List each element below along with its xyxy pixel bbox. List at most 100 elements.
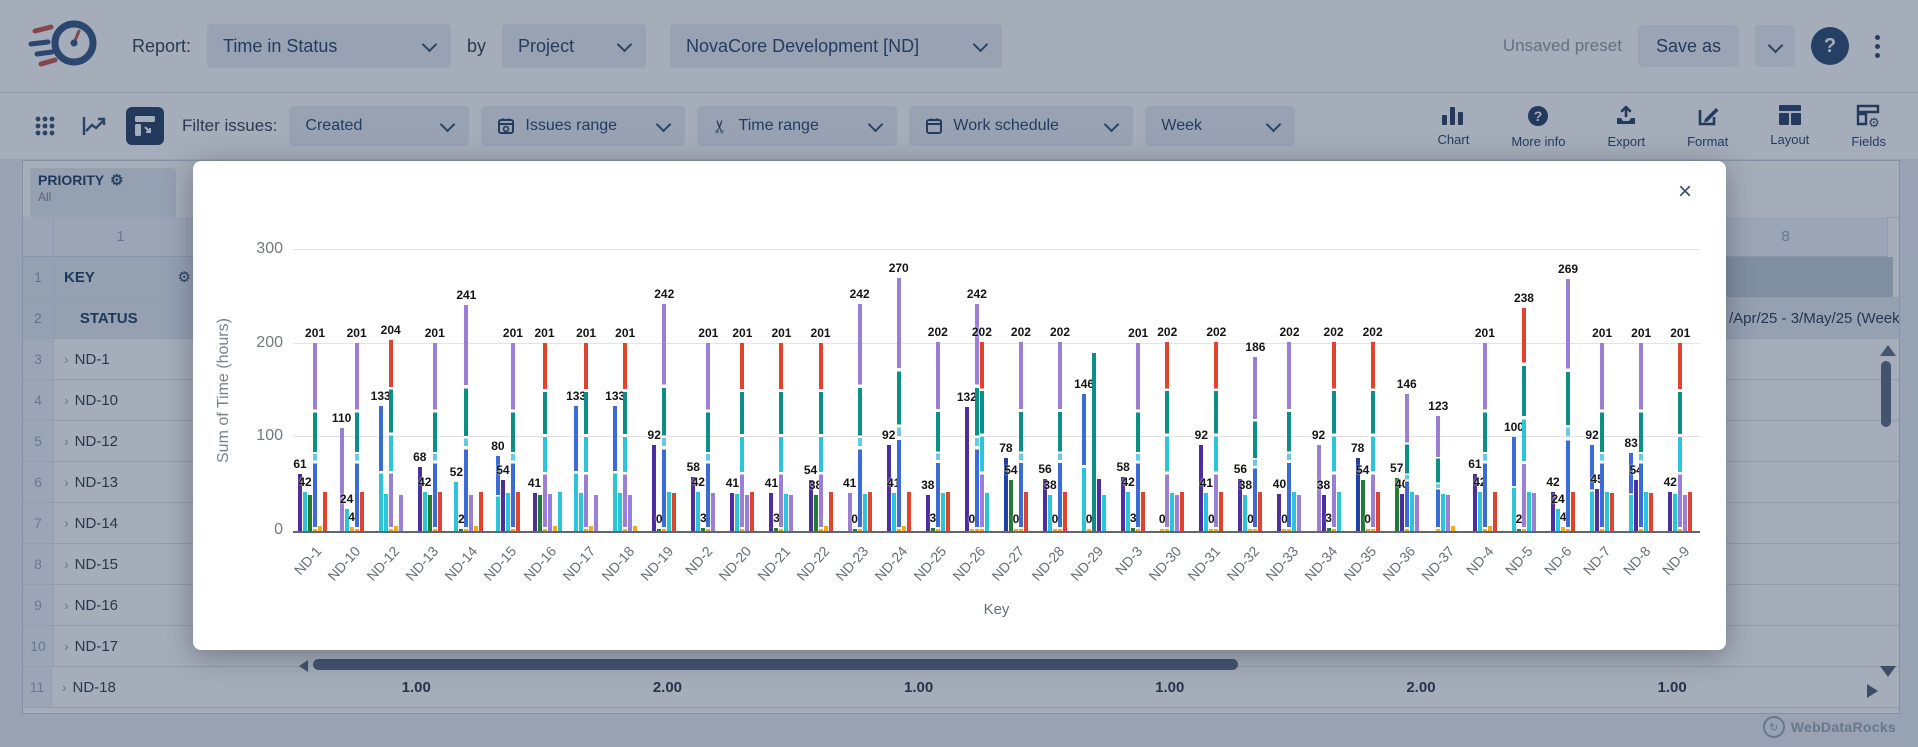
- bar: [1180, 492, 1184, 531]
- x-tick: ND-37: [1426, 539, 1465, 593]
- bar: [1441, 494, 1445, 531]
- bar-value-label: 241: [456, 288, 476, 302]
- bar: [711, 493, 715, 531]
- bar-value-label: 242: [850, 287, 870, 301]
- bar-value-label: 202: [928, 325, 948, 339]
- bar: 202: [1332, 342, 1336, 531]
- bar: 0: [970, 529, 974, 531]
- bar: 242: [858, 304, 862, 531]
- bar: 270: [897, 278, 901, 531]
- x-tick: ND-30: [1153, 539, 1192, 593]
- bar: 201: [584, 343, 588, 531]
- bar-value-label: 61: [1468, 457, 1481, 471]
- bar-value-label: 41: [843, 476, 856, 490]
- bar-value-label: 42: [692, 475, 705, 489]
- bar-value-label: 54: [1356, 463, 1369, 477]
- x-tick: ND-3: [1114, 539, 1153, 593]
- bar: [745, 495, 749, 531]
- bar: 3: [774, 528, 778, 531]
- bar: 42: [1668, 492, 1672, 531]
- y-tick-label: 200: [243, 334, 283, 352]
- bar: 201: [819, 343, 823, 531]
- bar: [1092, 353, 1096, 531]
- bar-group-ND-14: 522241: [449, 250, 488, 531]
- bar-value-label: 201: [1128, 326, 1148, 340]
- bar: [438, 492, 442, 531]
- x-tick-label: ND-1: [291, 543, 325, 578]
- bar: [789, 495, 793, 531]
- bar: 41: [533, 493, 537, 531]
- bar-group-ND-16: 41201: [527, 250, 566, 531]
- bar-value-label: 201: [1592, 326, 1612, 340]
- x-tick: ND-16: [527, 539, 566, 593]
- bar-value-label: 56: [1234, 462, 1247, 476]
- bar-group-ND-36: 5740146: [1387, 250, 1426, 531]
- bar-value-label: 133: [566, 389, 586, 403]
- bar-value-label: 42: [298, 475, 311, 489]
- bar-value-label: 201: [732, 326, 752, 340]
- bar-value-label: 238: [1514, 291, 1534, 305]
- bar: [384, 494, 388, 531]
- bar-value-label: 92: [1312, 428, 1325, 442]
- bar-value-label: 38: [1317, 478, 1330, 492]
- bar: 123: [1436, 416, 1440, 531]
- bar: [1097, 479, 1101, 531]
- bar: 201: [355, 343, 359, 531]
- bar-value-label: 186: [1245, 340, 1265, 354]
- bar-value-label: 270: [889, 261, 909, 275]
- bar-value-label: 54: [804, 463, 817, 477]
- bar: [824, 526, 828, 531]
- bar-value-label: 133: [605, 389, 625, 403]
- bar: [1649, 493, 1653, 531]
- bar: [479, 492, 483, 531]
- bar: 0: [1209, 529, 1213, 531]
- bar-value-label: 202: [1324, 325, 1344, 339]
- bar-group-ND-33: 400202: [1270, 250, 1309, 531]
- x-tick-label: ND-3: [1111, 543, 1145, 578]
- bar: [579, 493, 583, 531]
- bar: 146: [1405, 394, 1409, 531]
- bar-group-ND-7: 9245201: [1583, 250, 1622, 531]
- bar-value-label: 110: [332, 411, 351, 425]
- bar: [1688, 492, 1692, 531]
- bar: [633, 526, 637, 531]
- x-tick: ND-29: [1075, 539, 1114, 593]
- bar: 133: [379, 406, 383, 531]
- bar: 54: [501, 480, 505, 531]
- bar: [1488, 526, 1492, 531]
- bar-group-ND-21: 413201: [762, 250, 801, 531]
- bar: [985, 493, 989, 531]
- bar-group-ND-29: 1460: [1075, 250, 1114, 531]
- bar: [1337, 492, 1341, 531]
- bar-value-label: 201: [425, 326, 445, 340]
- bar: 201: [740, 343, 744, 531]
- bar: [1571, 492, 1575, 531]
- bar: [1527, 492, 1531, 531]
- bar: [829, 492, 833, 531]
- bar-value-label: 41: [528, 476, 541, 490]
- bar-group-ND-2: 58423201: [684, 250, 723, 531]
- bar: 41: [892, 493, 896, 531]
- bar-group-ND-10: 110244201: [332, 250, 371, 531]
- bar-value-label: 201: [615, 326, 635, 340]
- bar: 41: [730, 493, 734, 531]
- x-tick: ND-14: [449, 539, 488, 593]
- bar: [1610, 493, 1614, 531]
- bar: [863, 494, 867, 531]
- bar: 3: [701, 528, 705, 531]
- bar: [1297, 495, 1301, 531]
- x-tick: ND-12: [371, 539, 410, 593]
- bar: [594, 495, 598, 531]
- bar: 202: [1214, 342, 1218, 531]
- bar-group-ND-18: 133 201: [606, 250, 645, 531]
- bar: [941, 493, 945, 531]
- bar: [538, 495, 542, 531]
- bar-group-ND-32: 56380186: [1231, 250, 1270, 531]
- bar: 202: [1165, 342, 1169, 531]
- bar-group-ND-3: 58423201: [1114, 250, 1153, 531]
- bar-value-label: 204: [381, 323, 401, 337]
- bar: [868, 492, 872, 531]
- bar: [474, 526, 478, 531]
- bar: [902, 526, 906, 531]
- bar-value-label: 201: [1670, 326, 1690, 340]
